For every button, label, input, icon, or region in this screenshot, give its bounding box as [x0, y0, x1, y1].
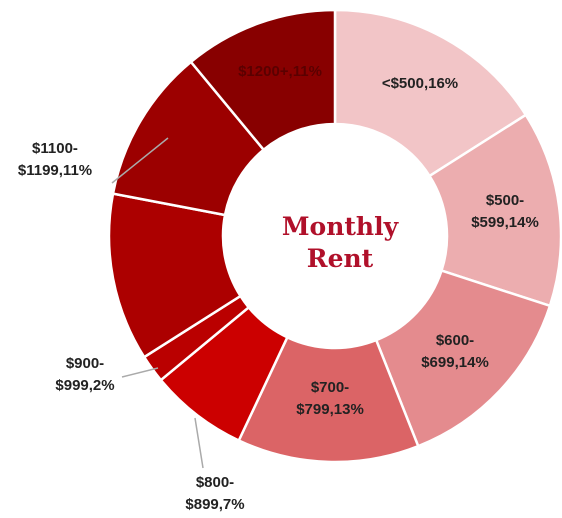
data-label: <$500,16%	[382, 75, 458, 92]
leader-line	[121, 367, 159, 378]
data-label: $700-$799,13%	[296, 379, 364, 418]
data-label: $500-$599,14%	[471, 192, 539, 231]
leader-line	[194, 417, 204, 469]
data-label: $800-$899,7%	[185, 474, 244, 513]
chart-title: Monthly Rent	[282, 212, 400, 273]
data-label: $600-$699,14%	[421, 332, 489, 371]
data-label: $1200+,11%	[238, 63, 322, 80]
donut-slice	[333, 8, 528, 178]
data-label: $1100-$1199,11%	[18, 140, 92, 179]
data-label: $900-$999,2%	[55, 355, 114, 394]
leader-line	[111, 137, 169, 184]
donut-slice	[189, 8, 337, 152]
